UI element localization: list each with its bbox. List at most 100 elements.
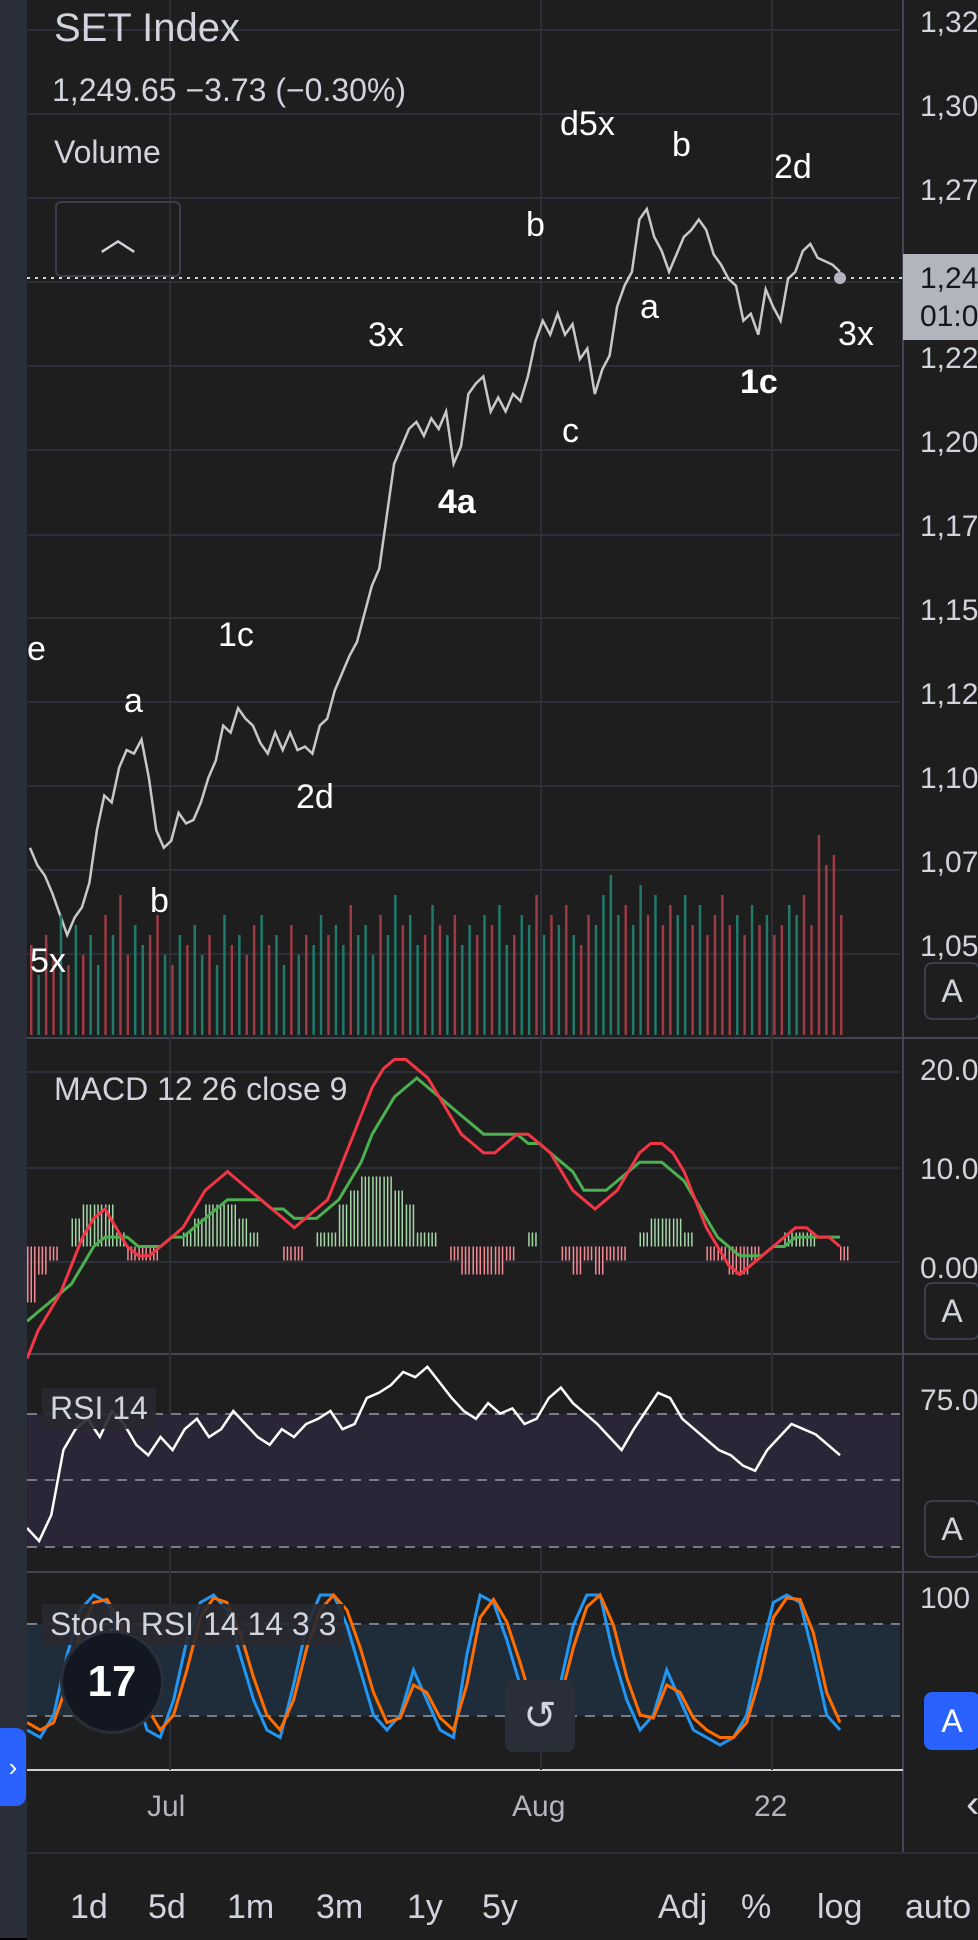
macd-histogram-bar — [787, 1232, 790, 1247]
wave-label: 3x — [838, 315, 874, 353]
price-axis-label: 1,22 — [920, 342, 978, 375]
macd-histogram-bar — [119, 1232, 122, 1247]
reset-chart-button[interactable]: ↺ — [505, 1680, 575, 1752]
macd-histogram-bar — [100, 1204, 103, 1247]
chevron-left-icon[interactable]: ‹ — [966, 1782, 978, 1826]
volume-bar — [327, 935, 330, 1035]
macd-histogram-bar — [49, 1246, 51, 1261]
tradingview-logo[interactable]: 17 — [60, 1630, 164, 1734]
stoch-k-line — [26, 1592, 842, 1747]
macd-histogram-bar — [598, 1246, 600, 1275]
range-5y[interactable]: 5y — [482, 1888, 518, 1926]
macd-histogram-bar — [657, 1218, 660, 1247]
macd-label[interactable]: MACD 12 26 close 9 — [54, 1071, 348, 1107]
volume-bar — [379, 915, 382, 1035]
volume-bar — [163, 955, 167, 1035]
volume-label[interactable]: Volume — [54, 134, 161, 170]
macd-histogram-bar — [350, 1190, 352, 1247]
macd-histogram-bar — [372, 1176, 374, 1247]
volume-bar — [312, 945, 315, 1035]
wave-label: 5x — [30, 942, 66, 980]
macd-histogram-bar — [840, 1246, 842, 1261]
macd-histogram-bar — [595, 1246, 597, 1275]
stoch-autoscale-button[interactable]: A — [924, 1692, 978, 1750]
volume-bar — [750, 905, 754, 1035]
volume-bar — [661, 925, 665, 1035]
range-1d[interactable]: 1d — [70, 1888, 108, 1926]
macd-histogram-bar — [654, 1218, 656, 1247]
range-5d[interactable]: 5d — [148, 1888, 186, 1926]
rsi-label[interactable]: RSI 14 — [42, 1388, 156, 1429]
macd-histogram-bar — [754, 1246, 756, 1261]
range-1y[interactable]: 1y — [407, 1888, 443, 1926]
wave-label: b — [150, 882, 169, 920]
volume-bar — [431, 905, 434, 1035]
macd-histogram-bar — [316, 1232, 319, 1247]
price-axis-label: 1,17 — [920, 510, 978, 543]
stoch-rsi-label[interactable]: Stoch RSI 14 14 3 3 — [42, 1604, 345, 1645]
log-toggle[interactable]: log — [817, 1888, 863, 1926]
macd-histogram-bar — [383, 1176, 385, 1247]
macd-histogram-bar — [464, 1246, 467, 1275]
macd-histogram-bar — [368, 1176, 370, 1247]
price-change: 1,249.65 −3.73 (−0.30%) — [52, 72, 407, 108]
volume-bar — [609, 875, 613, 1035]
range-1m[interactable]: 1m — [227, 1888, 275, 1926]
macd-histogram-bar — [479, 1246, 481, 1275]
macd-histogram-bar — [189, 1232, 192, 1247]
reset-icon: ↺ — [523, 1694, 557, 1738]
chevron-up-icon: ︿ — [99, 217, 136, 258]
volume-bar — [602, 895, 605, 1035]
volume-bar — [67, 965, 70, 1035]
macd-histogram-bar — [357, 1190, 359, 1247]
macd-histogram-bar — [620, 1246, 623, 1261]
price-autoscale-button[interactable]: A — [924, 962, 978, 1020]
macd-histogram-bar — [450, 1246, 452, 1261]
symbol-title[interactable]: SET Index — [54, 6, 241, 50]
macd-autoscale-button[interactable]: A — [924, 1282, 978, 1340]
volume-bar — [96, 965, 100, 1035]
volume-bar — [654, 895, 657, 1035]
volume-bar — [126, 955, 130, 1035]
collapse-legend-button[interactable]: ︿ — [55, 201, 181, 277]
volume-bar — [349, 905, 352, 1035]
macd-histogram-bar — [724, 1246, 726, 1261]
macd-histogram-bar — [201, 1218, 203, 1247]
range-3m[interactable]: 3m — [316, 1888, 364, 1926]
volume-bar — [721, 895, 724, 1035]
macd-histogram-bar — [423, 1232, 426, 1247]
volume-bar — [238, 935, 241, 1035]
macd-histogram-bar — [405, 1204, 408, 1247]
macd-histogram-bar — [205, 1204, 207, 1247]
bottom-range-bar — [27, 1852, 978, 1940]
macd-histogram-bar — [394, 1190, 396, 1247]
adj-toggle[interactable]: Adj — [658, 1888, 708, 1926]
volume-bar — [186, 945, 189, 1035]
volume-bar — [765, 915, 769, 1035]
volume-bar — [810, 925, 813, 1035]
macd-histogram-bar — [52, 1246, 55, 1261]
rsi-autoscale-button[interactable]: A — [924, 1500, 978, 1558]
macd-histogram-bar — [227, 1204, 229, 1247]
current-price-time: 01:0 — [920, 300, 978, 333]
macd-histogram-bar — [535, 1232, 537, 1247]
side-panel-handle[interactable]: › — [0, 1728, 26, 1806]
volume-bar — [646, 915, 650, 1035]
macd-histogram-bar — [141, 1246, 144, 1261]
wave-label: b — [526, 206, 545, 244]
percent-toggle[interactable]: % — [741, 1888, 772, 1926]
macd-histogram-bar — [784, 1232, 786, 1247]
volume-bar — [37, 975, 40, 1035]
volume-bar — [74, 925, 78, 1035]
chevron-right-icon: › — [8, 1752, 18, 1782]
volume-bar — [297, 955, 300, 1035]
macd-histogram-bar — [713, 1246, 715, 1261]
volume-bar — [572, 935, 575, 1035]
macd-histogram-bar — [108, 1204, 110, 1247]
macd-histogram-bar — [401, 1190, 403, 1247]
auto-toggle[interactable]: auto — [905, 1888, 972, 1926]
volume-bar — [416, 945, 419, 1035]
macd-histogram-bar — [639, 1232, 641, 1247]
macd-histogram-bar — [468, 1246, 470, 1275]
